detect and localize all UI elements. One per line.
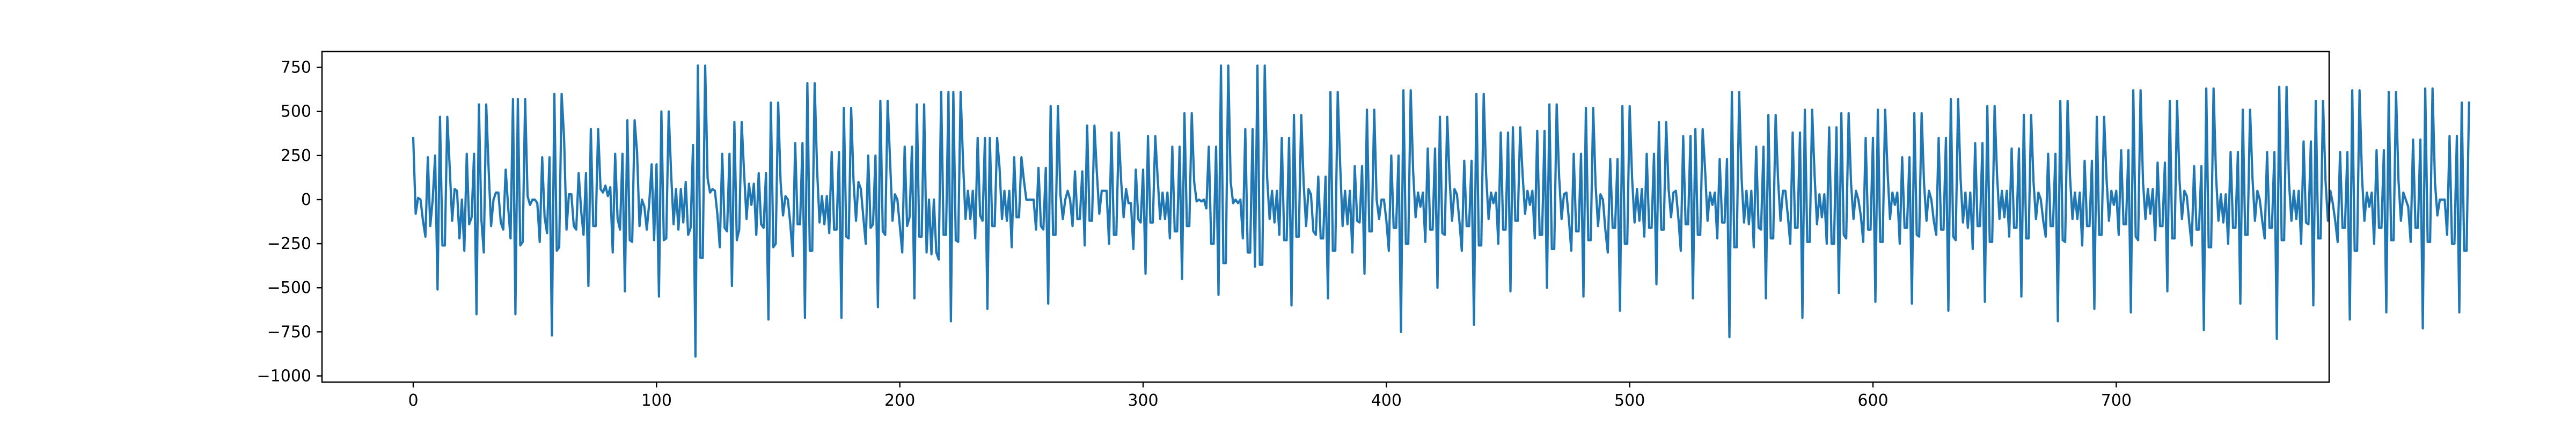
y-tick-label: 500 [281, 102, 311, 121]
x-tick-label: 600 [1857, 391, 1888, 410]
y-axis: 750 500 250 0 −250 −500 −750 −1000 [257, 58, 322, 386]
y-tick-label: −1000 [257, 367, 311, 386]
x-tick-label: 700 [2101, 391, 2132, 410]
x-tick-label: 0 [408, 391, 418, 410]
y-tick-label: 0 [301, 191, 311, 209]
axes-frame [321, 50, 2330, 383]
x-tick-label: 200 [884, 391, 915, 410]
x-tick-label: 300 [1128, 391, 1158, 410]
x-tick-label: 100 [641, 391, 672, 410]
plot-area [412, 64, 2470, 358]
y-tick-label: −500 [267, 279, 311, 297]
x-tick-label: 400 [1371, 391, 1402, 410]
x-tick-label: 500 [1614, 391, 1645, 410]
x-axis: 0 100 200 300 400 500 600 700 [408, 382, 2132, 410]
y-tick-label: −750 [267, 323, 311, 341]
series-line-0 [412, 64, 2470, 358]
y-tick-label: 750 [281, 58, 311, 77]
y-tick-label: 250 [281, 147, 311, 165]
y-tick-label: −250 [267, 235, 311, 253]
